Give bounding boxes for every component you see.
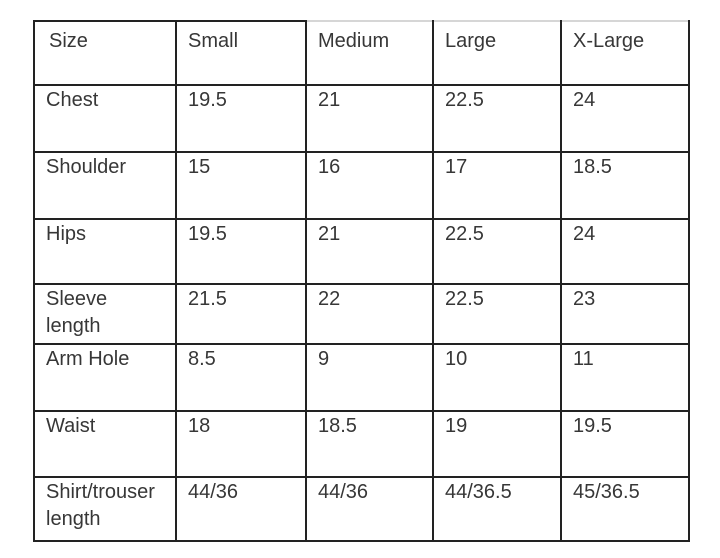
value-cell: 22.5	[432, 283, 562, 345]
value-cell: 19	[432, 410, 562, 478]
value-cell: 18.5	[305, 410, 434, 478]
column-header-small: Small	[175, 20, 307, 86]
table-row-hips: Hips 19.5 21 22.5 24	[33, 218, 690, 285]
value-cell: 44/36	[175, 476, 307, 542]
column-header-medium: Medium	[305, 20, 434, 86]
value-cell: 17	[432, 151, 562, 220]
value-cell: 15	[175, 151, 307, 220]
value-cell: 21	[305, 84, 434, 153]
table-row-arm-hole: Arm Hole 8.5 9 10 11	[33, 343, 690, 412]
column-header-large: Large	[432, 20, 562, 86]
value-cell: 9	[305, 343, 434, 412]
table-row-shirt-trouser-length: Shirt/trouser length 44/36 44/36 44/36.5…	[33, 476, 690, 542]
table-row-shoulder: Shoulder 15 16 17 18.5	[33, 151, 690, 220]
value-cell: 19.5	[175, 84, 307, 153]
row-label-sleeve-length: Sleeve length	[33, 283, 177, 345]
value-cell: 24	[560, 84, 690, 153]
value-cell: 8.5	[175, 343, 307, 412]
value-cell: 18	[175, 410, 307, 478]
row-label-arm-hole: Arm Hole	[33, 343, 177, 412]
value-cell: 24	[560, 218, 690, 285]
value-cell: 22	[305, 283, 434, 345]
value-cell: 21.5	[175, 283, 307, 345]
column-header-xlarge: X-Large	[560, 20, 690, 86]
value-cell: 16	[305, 151, 434, 220]
row-label-shoulder: Shoulder	[33, 151, 177, 220]
value-cell: 22.5	[432, 84, 562, 153]
value-cell: 10	[432, 343, 562, 412]
value-cell: 18.5	[560, 151, 690, 220]
value-cell: 11	[560, 343, 690, 412]
table-row-sleeve-length: Sleeve length 21.5 22 22.5 23	[33, 283, 690, 345]
value-cell: 22.5	[432, 218, 562, 285]
value-cell: 21	[305, 218, 434, 285]
value-cell: 44/36	[305, 476, 434, 542]
value-cell: 19.5	[175, 218, 307, 285]
value-cell: 44/36.5	[432, 476, 562, 542]
row-label-hips: Hips	[33, 218, 177, 285]
value-cell: 45/36.5	[560, 476, 690, 542]
column-header-size: Size	[33, 20, 177, 86]
row-label-chest: Chest	[33, 84, 177, 153]
row-label-shirt-trouser-length: Shirt/trouser length	[33, 476, 177, 542]
value-cell: 19.5	[560, 410, 690, 478]
size-chart-table: Size Small Medium Large X-Large Chest 19…	[33, 20, 690, 542]
table-row-chest: Chest 19.5 21 22.5 24	[33, 84, 690, 153]
row-label-waist: Waist	[33, 410, 177, 478]
header-row: Size Small Medium Large X-Large	[33, 20, 690, 86]
table-row-waist: Waist 18 18.5 19 19.5	[33, 410, 690, 478]
value-cell: 23	[560, 283, 690, 345]
